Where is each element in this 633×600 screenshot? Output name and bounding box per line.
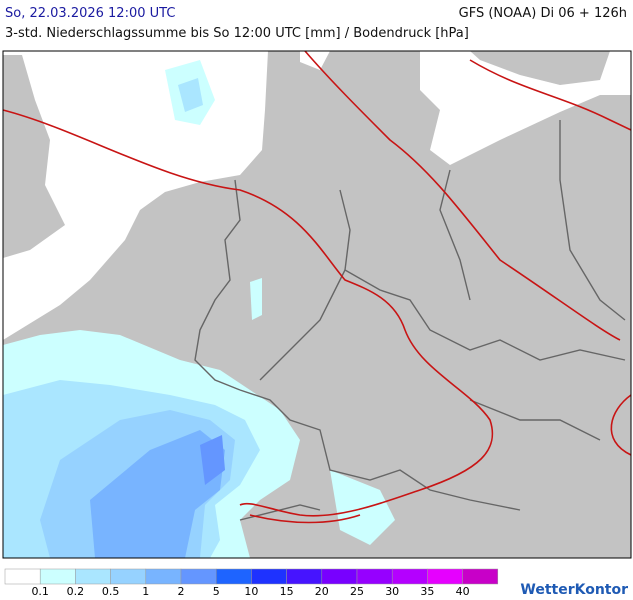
legend-label: 40 xyxy=(456,585,470,598)
map-area xyxy=(2,50,632,559)
legend-label: 2 xyxy=(178,585,185,598)
subtitle: 3-std. Niederschlagssumme bis So 12:00 U… xyxy=(5,26,469,41)
legend-label: 25 xyxy=(350,585,364,598)
legend-label: 10 xyxy=(244,585,258,598)
legend-label: 35 xyxy=(420,585,434,598)
model: GFS (NOAA) Di 06 + 126h xyxy=(458,6,627,21)
legend-swatch xyxy=(75,568,111,585)
legend-label: 15 xyxy=(280,585,294,598)
legend-label: 30 xyxy=(385,585,399,598)
legend-swatch xyxy=(251,568,287,585)
date: So, 22.03.2026 12:00 UTC xyxy=(5,6,176,21)
legend-swatch xyxy=(427,568,463,585)
legend-swatch xyxy=(286,568,323,585)
legend-swatch xyxy=(4,568,41,585)
legend-swatch xyxy=(462,568,499,585)
legend-swatch xyxy=(110,568,147,585)
legend-swatch xyxy=(321,568,358,585)
legend-swatch xyxy=(145,568,182,585)
legend-swatch xyxy=(356,568,393,585)
legend: 0.1 0.2 0.5 1 2 5 10 15 20 25 30 35 40 xyxy=(4,568,499,598)
legend-label: 1 xyxy=(142,585,149,598)
legend-label: 5 xyxy=(213,585,220,598)
legend-label: 0.2 xyxy=(67,585,85,598)
legend-label: 20 xyxy=(315,585,329,598)
logo: WetterKontor xyxy=(520,582,628,598)
legend-swatch xyxy=(180,568,217,585)
legend-label: 0.5 xyxy=(102,585,120,598)
legend-swatch xyxy=(391,568,428,585)
legend-label: 0.1 xyxy=(31,585,49,598)
legend-swatch xyxy=(215,568,252,585)
legend-swatch xyxy=(39,568,76,585)
